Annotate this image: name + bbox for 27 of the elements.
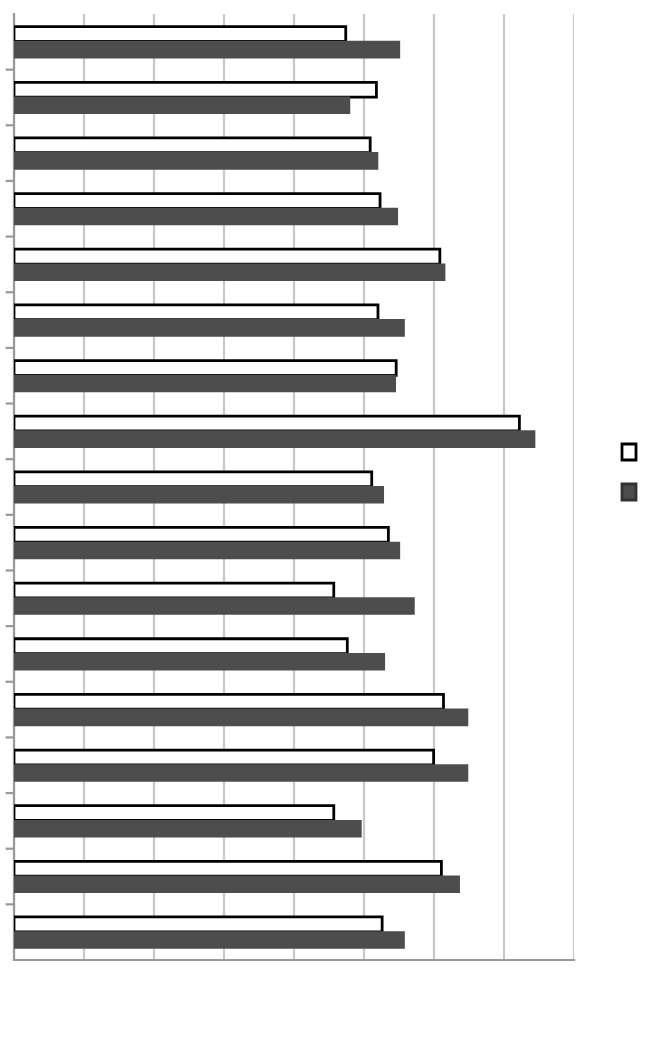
bar (14, 693, 445, 711)
bar (14, 637, 349, 655)
bar (14, 207, 399, 226)
bar (14, 430, 536, 448)
bar (14, 859, 443, 878)
bar (14, 374, 396, 393)
bar (14, 486, 385, 504)
bar (14, 319, 405, 337)
bar (14, 40, 401, 59)
bar (14, 192, 382, 210)
bar (14, 804, 336, 822)
bar (14, 263, 446, 281)
bar (14, 764, 469, 782)
bar (14, 931, 405, 949)
bar (14, 597, 415, 615)
bar (14, 96, 351, 115)
bar (14, 25, 348, 43)
bar (14, 303, 380, 322)
bar (14, 152, 379, 170)
bar (14, 526, 390, 544)
bar (14, 875, 460, 894)
bar (14, 359, 398, 377)
bar (14, 708, 469, 727)
bar (14, 652, 386, 671)
bar (14, 819, 362, 838)
bar (14, 470, 374, 488)
bar (14, 541, 401, 560)
